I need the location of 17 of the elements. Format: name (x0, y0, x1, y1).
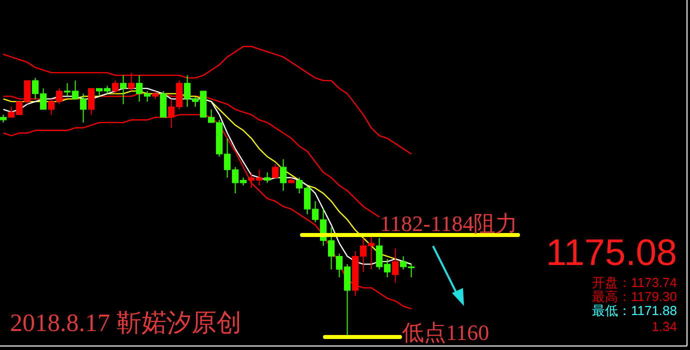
candlestick (280, 158, 287, 192)
annotation: 低点1160 (402, 320, 490, 345)
annotation: 2018.8.17 靳婼汐原创 (10, 310, 242, 337)
candlestick (88, 88, 95, 116)
candlestick (272, 164, 279, 178)
text: 开盘：1173.74 (592, 275, 677, 290)
candlestick (264, 172, 271, 184)
candlestick (392, 248, 399, 284)
text: 1175.08 (546, 232, 677, 273)
text: 1.34 (652, 319, 677, 334)
text: 最低：1171.88 (592, 303, 677, 318)
candlestick (120, 74, 127, 105)
candlestick (128, 72, 135, 92)
text: 最高：1179.30 (592, 289, 677, 304)
candlestick (160, 90, 167, 118)
annotation: 1182-1184阻力 (380, 211, 518, 236)
candlestick (112, 80, 119, 94)
